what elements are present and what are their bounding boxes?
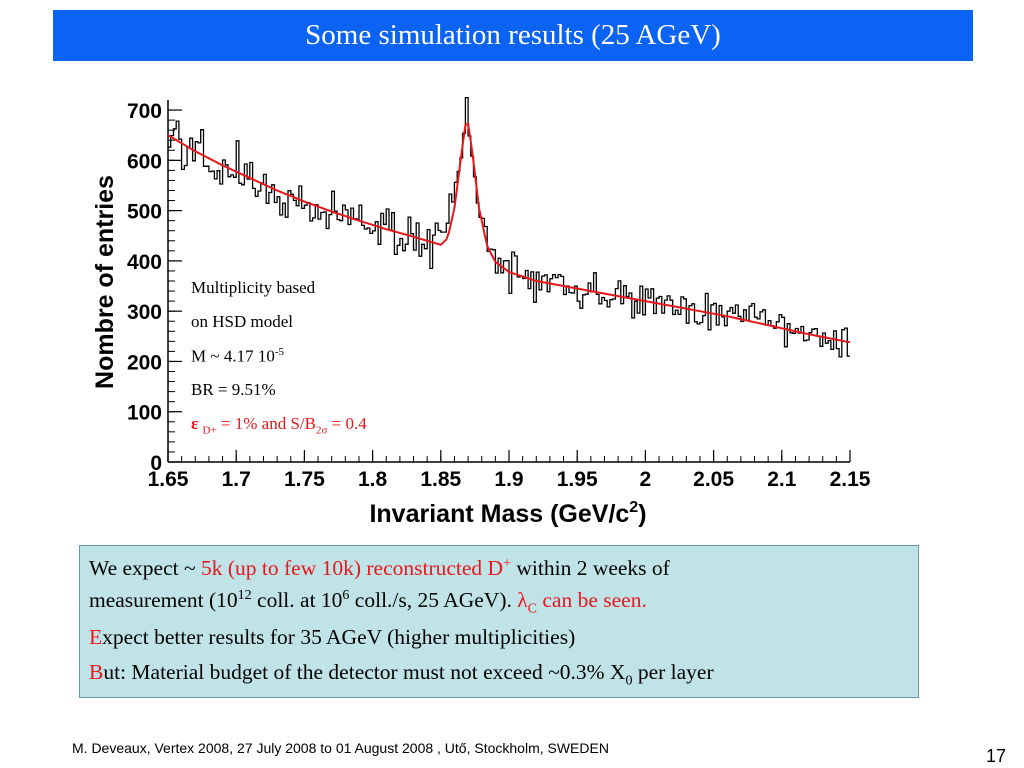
annotation-multiplicity-line1: Multiplicity based (191, 278, 316, 297)
y-tick-label: 100 (127, 402, 162, 425)
y-tick-label: 700 (127, 100, 162, 123)
axes (167, 100, 851, 463)
y-tick-label: 200 (127, 351, 162, 374)
y-tick-label: 300 (127, 301, 162, 324)
fit-curve-series (167, 122, 851, 344)
annotation-branching-ratio: BR = 9.51% (191, 380, 276, 399)
info-line-3: Expect better results for 35 AGeV (highe… (89, 625, 576, 649)
info-box: We expect ~ 5k (up to few 10k) reconstru… (79, 545, 919, 698)
x-tick-label: 1.7 (222, 468, 251, 491)
x-tick-label: 2.15 (830, 468, 871, 491)
x-tick-label: 1.95 (557, 468, 598, 491)
y-tick-label: 0 (150, 452, 162, 475)
mass-spectrum-chart: 1.65 1.7 1.75 1.8 1.85 1.9 1.95 2 2.05 2.1 2.15 01… (91, 96, 871, 528)
x-tick-label: 1.8 (358, 468, 388, 491)
x-tick-label: 2 (640, 468, 652, 491)
info-line-4: But: Material budget of the detector mus… (89, 660, 714, 689)
x-tick-label: 2.1 (767, 468, 797, 491)
page-number: 17 (985, 746, 1006, 766)
annotation-multiplicity-value: M ~ 4.17 10-5 (191, 346, 284, 366)
y-tick-labels: 0 100 200 300 400 500 600 700 (127, 100, 162, 475)
x-tick-labels: 1.65 1.7 1.75 1.8 1.85 1.9 1.95 2 2.05 2.1 2.15 (148, 468, 871, 491)
x-axis-label: Invariant Mass (GeV/c2) (369, 499, 646, 528)
y-axis-label: Nombre of entries (91, 175, 119, 389)
x-tick-label: 1.65 (148, 468, 189, 491)
info-line-2: measurement (1012 coll. at 106 coll./s, … (89, 587, 647, 617)
footer-citation: M. Deveaux, Vertex 2008, 27 July 2008 to… (72, 740, 609, 756)
x-tick-label: 1.9 (494, 468, 523, 491)
x-tick-label: 2.05 (693, 468, 734, 491)
y-tick-label: 400 (127, 251, 162, 274)
histogram-series (168, 96, 850, 358)
y-tick-label: 500 (127, 201, 162, 224)
title-bar: Some simulation results (25 AGeV) (53, 10, 973, 61)
annotation-efficiency: ε D+ = 1% and S/B2σ = 0.4 (191, 414, 367, 437)
annotation-multiplicity-line2: on HSD model (191, 312, 293, 331)
y-tick-label: 600 (127, 150, 162, 173)
x-tick-label: 1.75 (284, 468, 325, 491)
x-tick-label: 1.85 (420, 468, 461, 491)
info-line-1: We expect ~ 5k (up to few 10k) reconstru… (89, 555, 670, 580)
slide-title: Some simulation results (25 AGeV) (305, 19, 721, 51)
